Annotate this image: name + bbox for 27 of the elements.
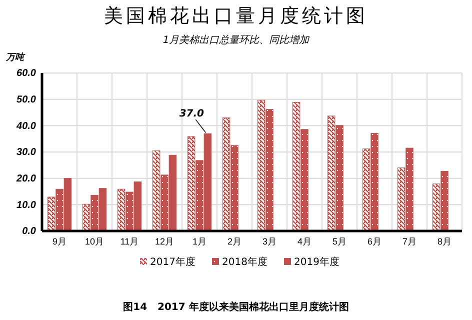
annotation: 37.0 — [179, 108, 204, 120]
x-tick-label: 4月 — [297, 236, 312, 246]
legend-label: 2018年度 — [222, 256, 268, 268]
x-tick-label: 12月 — [154, 236, 174, 246]
y-tick-label: 50.0 — [16, 94, 36, 106]
x-tick-label: 9月 — [52, 236, 67, 246]
y-tick-label: 40.0 — [16, 120, 36, 132]
x-tick-label: 3月 — [262, 236, 277, 246]
y-tick-label: 10.0 — [16, 200, 36, 211]
legend-label: 2017年度 — [150, 256, 196, 268]
y-tick-label: 0.0 — [22, 226, 36, 238]
y-tick-label: 60.0 — [16, 68, 36, 80]
x-tick-label: 5月 — [332, 236, 347, 246]
x-tick-label: 2月 — [227, 236, 242, 246]
legend-label: 2019年度 — [294, 256, 340, 268]
x-tick-label: 11月 — [120, 236, 139, 246]
y-tick-label: 30.0 — [16, 147, 36, 158]
caption: 图14 2017 年度以来美国棉花出口里月度统计图 — [123, 301, 349, 313]
y-axis-title: 万吨 — [5, 52, 26, 63]
chart-title: 美国棉花出口量月度统计图 — [104, 5, 368, 27]
chart-subtitle: 1月美棉出口总量环比、同比增加 — [162, 34, 310, 46]
x-tick-label: 8月 — [437, 236, 452, 246]
y-tick-label: 20.0 — [16, 174, 36, 185]
x-tick-label: 6月 — [367, 236, 382, 246]
x-tick-label: 10月 — [84, 236, 104, 246]
x-tick-label: 7月 — [402, 236, 417, 246]
x-tick-label: 1月 — [192, 236, 207, 246]
